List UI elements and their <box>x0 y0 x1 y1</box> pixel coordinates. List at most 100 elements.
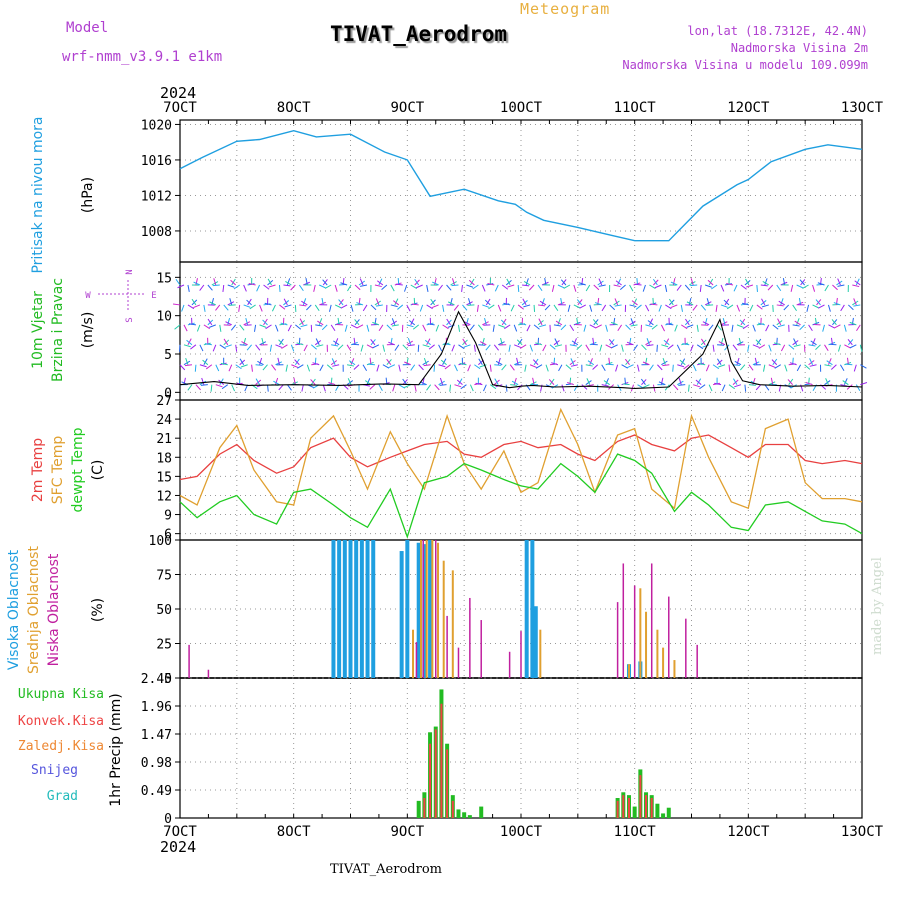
wind-arrow <box>479 341 487 346</box>
wind-arrow <box>560 279 567 286</box>
wind-arrow <box>736 357 740 365</box>
year-bottom: 2024 <box>160 838 197 856</box>
wind-arrow <box>770 377 774 385</box>
wind-arrow <box>631 300 638 306</box>
wind-arrow <box>855 384 861 391</box>
wind-arrow <box>756 338 762 346</box>
wind-arrow <box>367 363 375 366</box>
wind-arrow <box>650 303 658 306</box>
wind-arrow <box>172 303 181 306</box>
wind-arrow <box>203 304 206 312</box>
wind-arrow <box>286 278 291 286</box>
wind-arrow <box>426 284 429 292</box>
wind-arrow <box>332 364 340 367</box>
wind-arrow <box>805 382 813 386</box>
wind-arrow <box>451 344 455 352</box>
wind-arrow <box>765 324 770 332</box>
precip-total-bar <box>462 812 467 818</box>
wind-arrow <box>414 384 417 392</box>
wind-arrow <box>506 278 511 286</box>
wind-arrow <box>388 364 396 369</box>
wind-arrow <box>390 304 398 308</box>
wind-arrow <box>755 339 762 346</box>
wind-arrow <box>221 384 229 390</box>
wind-arrow <box>460 384 467 390</box>
wind-arrow <box>824 284 829 292</box>
wind-arrow <box>195 384 201 391</box>
precip-total-bar <box>479 806 484 818</box>
wind-arrow <box>300 324 308 328</box>
wind-arrow <box>259 324 267 328</box>
wind-arrow <box>860 364 867 369</box>
wind-arrow <box>423 364 431 367</box>
wind-arrow <box>720 337 724 345</box>
wind-arrow <box>593 284 600 291</box>
wind-arrow <box>222 284 225 293</box>
wind-arrow <box>662 357 666 365</box>
wind-arrow <box>504 324 511 330</box>
temp-unit-label: (C) <box>90 460 106 481</box>
wind-arrow <box>427 323 435 326</box>
wind-arrow <box>435 324 440 332</box>
wind-arrow <box>465 317 469 325</box>
wind-arrow <box>453 304 459 311</box>
wind-arrow <box>397 304 404 310</box>
wind-arrow <box>507 284 515 288</box>
wind-arrow <box>796 318 800 326</box>
wind-arrow <box>586 378 591 385</box>
wind-arrow <box>672 384 679 391</box>
precip-legend-item: Ukupna Kisa <box>18 687 104 702</box>
wind-arrow <box>317 320 324 326</box>
elevation-label: Nadmorska Visina 2m <box>730 41 868 55</box>
wind-arrow <box>635 304 642 310</box>
wind-arrow <box>497 357 501 365</box>
wind-arrow <box>720 284 725 292</box>
high-cloud-bar <box>348 540 353 678</box>
wind-arrow <box>723 299 730 306</box>
wind-arrow <box>690 284 698 287</box>
wind-arrow <box>555 320 563 326</box>
wind-arrow <box>257 360 264 366</box>
wind-arrow <box>634 283 642 286</box>
wind-arrow <box>849 344 857 349</box>
wind-arrow <box>738 337 742 345</box>
temp-sfc-line <box>179 407 863 510</box>
wind-arrow <box>519 344 527 349</box>
wind-arrow <box>538 318 543 326</box>
y-tick-label: 1016 <box>141 154 172 169</box>
wind-arrow <box>732 364 741 366</box>
wind-arrow <box>269 344 272 352</box>
precip-conv-bar <box>627 798 630 818</box>
wind-arrow <box>473 344 476 352</box>
wind-arrow <box>370 304 377 311</box>
wind-arrow <box>678 377 682 385</box>
wind-arrow <box>598 278 603 286</box>
wind-arrow <box>378 278 383 286</box>
wind-arrow <box>419 304 424 312</box>
wind-arrow <box>394 298 399 306</box>
wind-arrow <box>809 358 814 365</box>
wind-arrow <box>356 302 364 306</box>
wind-arrow <box>306 304 312 311</box>
wind-arrow <box>523 304 531 308</box>
wind-arrow <box>275 377 279 385</box>
wind-arrow <box>386 324 393 331</box>
wind-arrow <box>760 284 768 287</box>
wind-arrow <box>609 304 616 311</box>
wind-arrow <box>529 344 533 352</box>
wind-arrow <box>298 284 304 292</box>
wind-arrow <box>410 284 418 290</box>
wind-arrow <box>758 344 766 349</box>
wind-arrow <box>255 364 263 366</box>
y-tick-label: 2.45 <box>141 672 172 687</box>
wind-arrow <box>774 364 781 369</box>
time-label-bottom: 12OCT <box>727 824 770 840</box>
wind-arrow <box>551 284 555 292</box>
wind-arrow <box>319 364 324 372</box>
wind-arrow <box>456 379 463 386</box>
wind-arrow <box>344 324 348 332</box>
wind-arrow <box>238 304 241 312</box>
mid-cloud-bar <box>442 560 445 678</box>
wind-arrow <box>326 364 333 370</box>
wind-arrow <box>239 358 245 365</box>
